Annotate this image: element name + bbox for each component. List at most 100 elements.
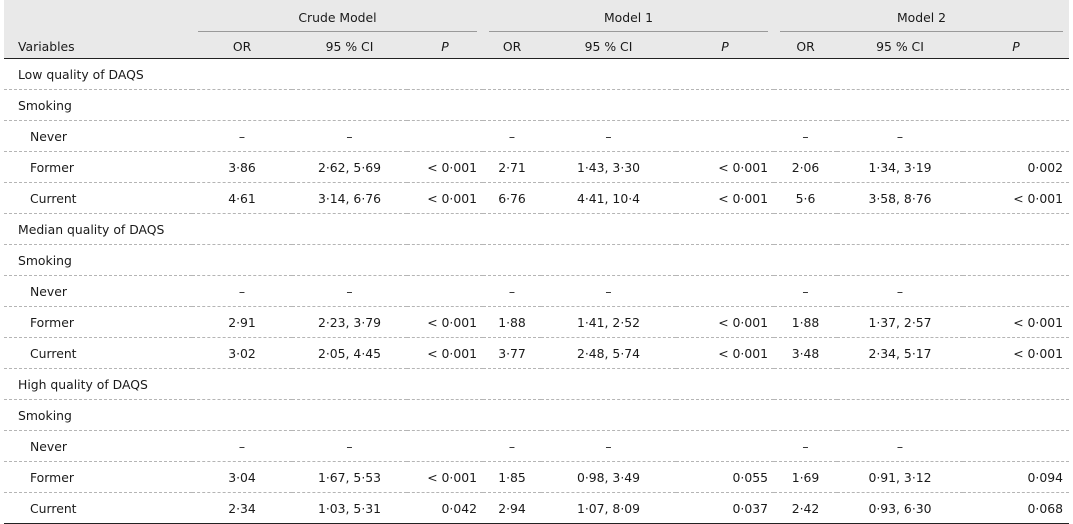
table-cell: 0·055 xyxy=(676,461,774,493)
table-cell: 0·98, 3·49 xyxy=(541,461,676,493)
row-label: Current xyxy=(4,337,192,369)
p-header: P xyxy=(441,38,449,54)
table-cell xyxy=(407,120,483,152)
row-label: Never xyxy=(4,430,192,462)
table-cell: 1·37, 2·57 xyxy=(837,306,963,338)
table-cell: 0·002 xyxy=(963,151,1069,183)
or-header: OR xyxy=(232,38,252,54)
section-subtitle-row: Smoking xyxy=(4,244,1069,276)
table-cell xyxy=(676,275,774,307)
p-header: P xyxy=(721,38,729,54)
table-cell: 1·88 xyxy=(774,306,837,338)
table-cell: – xyxy=(292,120,407,152)
table-cell: – xyxy=(292,430,407,462)
or-header: OR xyxy=(796,38,815,54)
table-row: Former 3·04 1·67, 5·53 < 0·001 1·85 0·98, 3·4… xyxy=(4,461,1069,493)
table-cell: 1·43, 3·30 xyxy=(541,151,676,183)
table-body: Low quality of DAQS Smoking Never – – – – – – For… xyxy=(4,58,1069,524)
table-cell: – xyxy=(483,430,541,462)
table-cell: – xyxy=(774,275,837,307)
table-row: Former 3·86 2·62, 5·69 < 0·001 2·71 1·43, 3·3… xyxy=(4,151,1069,183)
ci-header: 95 % CI xyxy=(876,38,924,54)
section-title-row: Median quality of DAQS xyxy=(4,213,1069,245)
table-cell xyxy=(963,120,1069,152)
table-cell: 0·037 xyxy=(676,492,774,524)
table-cell: < 0·001 xyxy=(407,461,483,493)
table-row: Current 4·61 3·14, 6·76 < 0·001 6·76 4·41, 10… xyxy=(4,182,1069,214)
table-cell xyxy=(676,430,774,462)
ci-header: 95 % CI xyxy=(584,38,633,54)
table-cell: 1·07, 8·09 xyxy=(541,492,676,524)
row-label: Former xyxy=(4,461,192,493)
table-cell: 3·86 xyxy=(192,151,292,183)
table-cell: – xyxy=(541,275,676,307)
table-cell: 3·04 xyxy=(192,461,292,493)
table-cell: – xyxy=(837,275,963,307)
section-subtitle: Smoking xyxy=(4,89,1069,121)
crude-model-header: Crude Model xyxy=(192,0,483,34)
table-cell: 0·93, 6·30 xyxy=(837,492,963,524)
table-cell: 2·06 xyxy=(774,151,837,183)
results-table: Crude Model Model 1 Model 2 Variables OR… xyxy=(4,0,1069,524)
row-label: Never xyxy=(4,120,192,152)
table-cell: 4·41, 10·4 xyxy=(541,182,676,214)
table-cell: 2·71 xyxy=(483,151,541,183)
table-cell: 1·67, 5·53 xyxy=(292,461,407,493)
header-spacer xyxy=(4,0,192,34)
table-cell: – xyxy=(774,120,837,152)
p-header: P xyxy=(1012,38,1020,54)
model-1-header: Model 1 xyxy=(483,0,774,34)
table-cell: 2·23, 3·79 xyxy=(292,306,407,338)
ci-header: 95 % CI xyxy=(325,38,374,54)
table-cell: 1·69 xyxy=(774,461,837,493)
section-title: Median quality of DAQS xyxy=(4,213,1069,245)
table-cell: – xyxy=(541,430,676,462)
table-row: Current 3·02 2·05, 4·45 < 0·001 3·77 2·48, 5·… xyxy=(4,337,1069,369)
table-cell: – xyxy=(837,120,963,152)
variables-header: Variables xyxy=(18,38,75,54)
model-2-header: Model 2 xyxy=(774,0,1069,34)
section-subtitle: Smoking xyxy=(4,399,1069,431)
table-cell: 3·48 xyxy=(774,337,837,369)
table-cell: < 0·001 xyxy=(963,182,1069,214)
table-row: Never – – – – – – xyxy=(4,275,1069,307)
table-cell: – xyxy=(774,430,837,462)
row-label: Former xyxy=(4,306,192,338)
section-title: High quality of DAQS xyxy=(4,368,1069,400)
table-cell: 1·03, 5·31 xyxy=(292,492,407,524)
row-label: Never xyxy=(4,275,192,307)
table-cell: 2·94 xyxy=(483,492,541,524)
table-cell: – xyxy=(192,275,292,307)
table-cell: – xyxy=(541,120,676,152)
table-cell: < 0·001 xyxy=(407,182,483,214)
table-cell xyxy=(407,275,483,307)
row-label: Current xyxy=(4,492,192,524)
table-cell: < 0·001 xyxy=(676,182,774,214)
table-cell: 4·61 xyxy=(192,182,292,214)
row-label: Current xyxy=(4,182,192,214)
table-cell: 3·77 xyxy=(483,337,541,369)
table-cell: 1·41, 2·52 xyxy=(541,306,676,338)
table-cell: 3·58, 8·76 xyxy=(837,182,963,214)
table-cell: 1·88 xyxy=(483,306,541,338)
section-subtitle-row: Smoking xyxy=(4,399,1069,431)
table-cell: 2·62, 5·69 xyxy=(292,151,407,183)
table-cell: < 0·001 xyxy=(963,337,1069,369)
table-cell: – xyxy=(292,275,407,307)
table-cell: 6·76 xyxy=(483,182,541,214)
table-row: Never – – – – – – xyxy=(4,120,1069,152)
table-cell: – xyxy=(837,430,963,462)
table-cell xyxy=(963,430,1069,462)
section-title-row: Low quality of DAQS xyxy=(4,58,1069,90)
table-cell: < 0·001 xyxy=(407,337,483,369)
table-cell xyxy=(963,275,1069,307)
section-title-row: High quality of DAQS xyxy=(4,368,1069,400)
table-cell: 2·05, 4·45 xyxy=(292,337,407,369)
table-cell: < 0·001 xyxy=(407,151,483,183)
table-cell: 0·042 xyxy=(407,492,483,524)
table-cell: 2·42 xyxy=(774,492,837,524)
table-row: Never – – – – – – xyxy=(4,430,1069,462)
table-cell xyxy=(407,430,483,462)
table-cell: 0·094 xyxy=(963,461,1069,493)
